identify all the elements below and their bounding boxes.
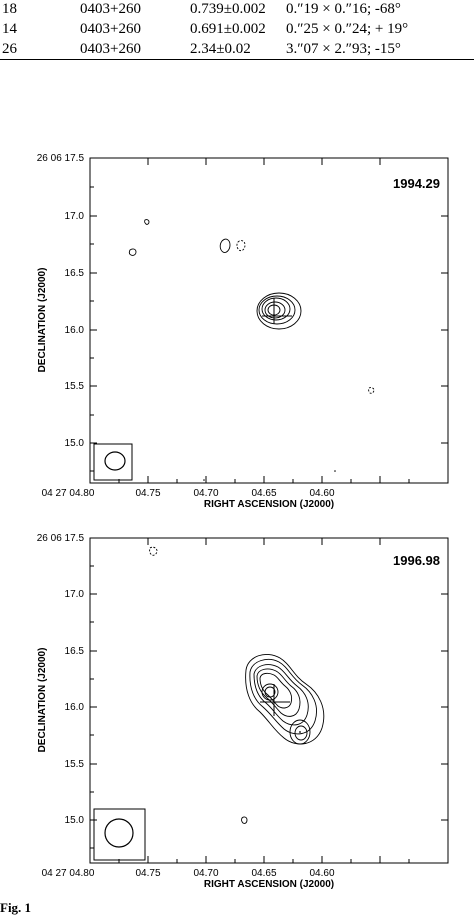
x-tick-label: 04.65 xyxy=(251,488,276,499)
y-axis-title: DECLINATION (J2000) xyxy=(37,268,48,373)
x-tick-labels: 04 27 04.80 04.75 04.70 04.65 04.60 xyxy=(42,488,335,499)
x-tick-label: 04.65 xyxy=(251,868,276,879)
y-tick-labels: 26 06 17.5 17.0 16.5 16.0 15.5 15.0 xyxy=(37,533,85,826)
y-tick-label: 16.5 xyxy=(65,268,85,279)
y-tick-label: 16.0 xyxy=(65,325,85,336)
noise-dot xyxy=(334,470,336,472)
y-tick-marks xyxy=(90,157,448,472)
core-position-cross xyxy=(260,684,290,716)
x-tick-label: 04.60 xyxy=(309,488,334,499)
y-tick-label: 17.0 xyxy=(65,211,85,222)
y-tick-label: 15.0 xyxy=(65,815,85,826)
source-name: 0403+260 xyxy=(80,21,141,37)
flux-value: 2.34±0.02 xyxy=(190,41,251,57)
x-tick-label: 04.70 xyxy=(193,488,218,499)
contour-lines xyxy=(128,219,375,394)
table-bottom-rule xyxy=(0,59,474,60)
beam-box xyxy=(93,808,146,861)
contour-map-panel-1994: 26 06 17.5 17.0 16.5 16.0 15.5 15.0 04 2… xyxy=(37,153,449,510)
x-tick-label: 04.60 xyxy=(309,868,334,879)
contour-lines xyxy=(149,546,325,824)
source-name: 0403+260 xyxy=(80,1,141,17)
row-number: 26 xyxy=(2,41,17,57)
noise-dot xyxy=(203,479,205,481)
y-tick-label: 26 06 17.5 xyxy=(37,153,85,164)
x-tick-marks xyxy=(89,158,410,483)
x-axis-title: RIGHT ASCENSION (J2000) xyxy=(204,879,334,890)
axis-frame xyxy=(89,537,449,864)
table-row: 18 0403+260 0.739±0.002 0.″19 × 0.″16; -… xyxy=(0,0,474,20)
source-name: 0403+260 xyxy=(80,41,141,57)
x-tick-label: 04 27 04.80 xyxy=(42,488,95,499)
beam-box xyxy=(93,443,133,481)
table-row: 14 0403+260 0.691±0.002 0.″25 × 0.″24; +… xyxy=(0,20,474,40)
core-position-cross xyxy=(262,298,292,324)
y-axis-title: DECLINATION (J2000) xyxy=(37,648,48,753)
contour-map-panel-1996: 26 06 17.5 17.0 16.5 16.0 15.5 15.0 04 2… xyxy=(37,533,449,890)
y-tick-label: 26 06 17.5 xyxy=(37,533,85,544)
y-tick-label: 15.0 xyxy=(65,438,85,449)
x-tick-label: 04.70 xyxy=(193,868,218,879)
row-number: 18 xyxy=(2,1,17,17)
figure-caption: Fig. 1 xyxy=(0,900,32,915)
y-tick-marks xyxy=(90,537,448,849)
y-tick-labels: 26 06 17.5 17.0 16.5 16.0 15.5 15.0 xyxy=(37,153,85,449)
beam-value: 3.″07 × 2.″93; -15° xyxy=(286,41,401,57)
y-tick-label: 16.5 xyxy=(65,646,85,657)
axis-frame xyxy=(89,157,449,484)
table-row: 26 0403+260 2.34±0.02 3.″07 × 2.″93; -15… xyxy=(0,40,474,60)
y-tick-label: 17.0 xyxy=(65,589,85,600)
beam-value: 0.″25 × 0.″24; + 19° xyxy=(286,21,409,37)
data-table: 18 0403+260 0.739±0.002 0.″19 × 0.″16; -… xyxy=(0,0,474,60)
x-tick-label: 04.75 xyxy=(135,488,160,499)
x-tick-label: 04.75 xyxy=(135,868,160,879)
y-tick-label: 15.5 xyxy=(65,381,85,392)
beam-value: 0.″19 × 0.″16; -68° xyxy=(286,1,401,17)
flux-value: 0.739±0.002 xyxy=(190,1,266,17)
y-tick-label: 15.5 xyxy=(65,759,85,770)
y-tick-label: 16.0 xyxy=(65,702,85,713)
flux-value: 0.691±0.002 xyxy=(190,21,266,37)
row-number: 14 xyxy=(2,21,17,37)
x-tick-marks xyxy=(89,538,410,863)
component-marker xyxy=(299,731,301,733)
x-tick-labels: 04 27 04.80 04.75 04.70 04.65 04.60 xyxy=(42,868,335,879)
epoch-label: 1996.98 xyxy=(393,553,440,568)
epoch-label: 1994.29 xyxy=(393,176,440,191)
x-tick-label: 04 27 04.80 xyxy=(42,868,95,879)
x-axis-title: RIGHT ASCENSION (J2000) xyxy=(204,499,334,510)
